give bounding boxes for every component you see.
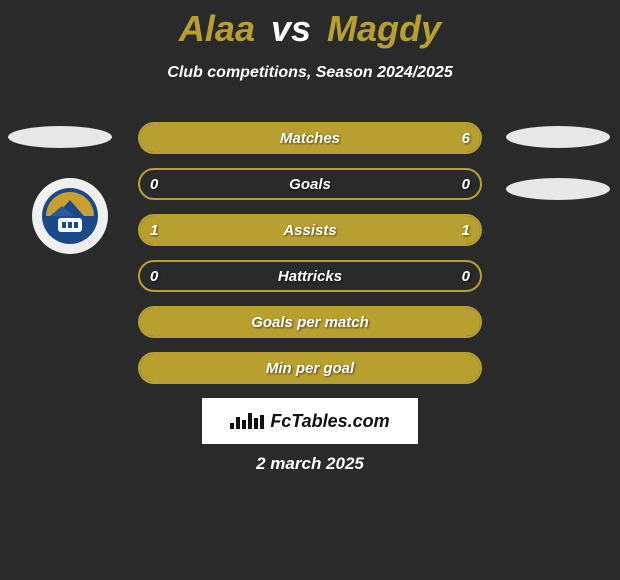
stat-label: Hattricks <box>140 262 480 290</box>
stat-row: Min per goal <box>138 352 482 384</box>
stat-row: 00Goals <box>138 168 482 200</box>
vs-label: vs <box>271 8 311 49</box>
stat-label: Goals per match <box>140 308 480 336</box>
page-title: Alaa vs Magdy <box>0 0 620 50</box>
pyramids-crest-icon <box>40 186 100 246</box>
stat-row: 6Matches <box>138 122 482 154</box>
player1-avatar-placeholder <box>8 126 112 148</box>
player2-club-placeholder <box>506 178 610 200</box>
footer-date: 2 march 2025 <box>0 454 620 474</box>
stat-label: Goals <box>140 170 480 198</box>
brand-bars-icon <box>230 413 264 429</box>
player1-club-badge <box>32 178 108 254</box>
stat-label: Matches <box>140 124 480 152</box>
stat-label: Min per goal <box>140 354 480 382</box>
subtitle: Club competitions, Season 2024/2025 <box>0 64 620 82</box>
stat-label: Assists <box>140 216 480 244</box>
player2-avatar-placeholder <box>506 126 610 148</box>
stats-table: 6Matches 00Goals 11Assists 00Hattricks Goals… <box>138 122 482 398</box>
brand-badge: FcTables.com <box>202 398 418 444</box>
stat-row: 11Assists <box>138 214 482 246</box>
stat-row: 00Hattricks <box>138 260 482 292</box>
player2-name: Magdy <box>327 8 441 49</box>
player1-name: Alaa <box>179 8 255 49</box>
brand-label: FcTables.com <box>270 411 389 432</box>
stat-row: Goals per match <box>138 306 482 338</box>
